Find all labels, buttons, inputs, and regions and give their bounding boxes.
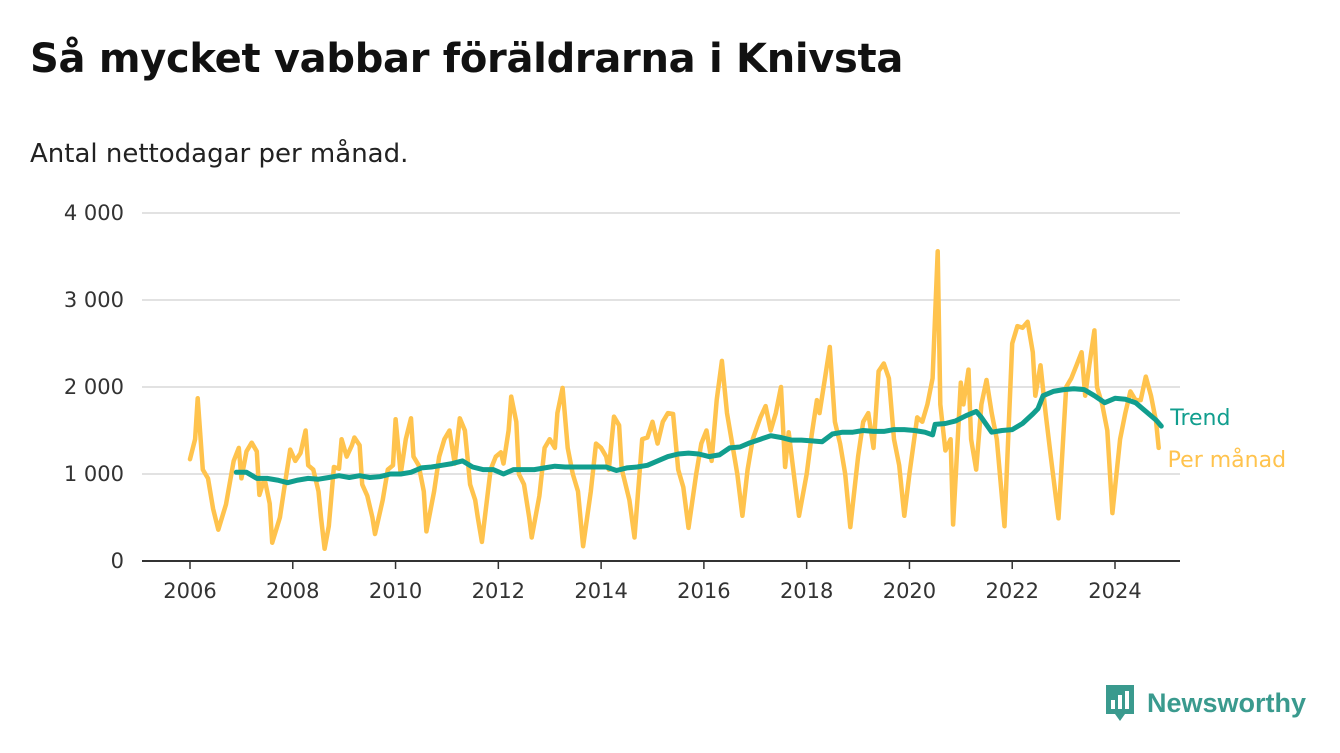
- y-tick-label: 2 000: [64, 375, 124, 399]
- x-tick-label: 2012: [472, 579, 525, 603]
- series-line-trend: [233, 386, 1164, 486]
- x-tick-label: 2016: [677, 579, 730, 603]
- x-tick-label: 2024: [1088, 579, 1141, 603]
- x-tick-label: 2018: [780, 579, 833, 603]
- series-label-trend: Trend: [1169, 406, 1230, 431]
- y-tick-label: 4 000: [64, 201, 124, 225]
- x-tick-label: 2006: [163, 579, 216, 603]
- x-tick-label: 2014: [574, 579, 627, 603]
- series-line-per-manad: [187, 249, 1161, 552]
- series-label-per-manad: Per månad: [1168, 447, 1286, 473]
- y-tick-label: 3 000: [64, 288, 124, 312]
- y-tick-label: 0: [111, 549, 124, 573]
- series-labels: Per månad Trend: [1168, 406, 1286, 473]
- newsworthy-logo: Newsworthy: [1103, 683, 1306, 723]
- series-group: [187, 249, 1164, 552]
- x-axis: 2006 2008 2010 2012 2014 2016 2018 2020 2022 2024: [163, 561, 1142, 603]
- chart-bubble-icon: [1106, 685, 1134, 721]
- y-axis: 0 1 000 2 000 3 000 4 000: [64, 201, 124, 573]
- y-tick-label: 1 000: [64, 462, 124, 486]
- x-tick-label: 2022: [985, 579, 1038, 603]
- x-tick-label: 2010: [369, 579, 422, 603]
- x-tick-label: 2020: [883, 579, 936, 603]
- chart-subtitle: Antal nettodagar per månad.: [30, 139, 409, 169]
- brand-name: Newsworthy: [1147, 687, 1307, 718]
- chart-title: Så mycket vabbar föräldrarna i Knivsta: [30, 36, 904, 82]
- x-tick-label: 2008: [266, 579, 319, 603]
